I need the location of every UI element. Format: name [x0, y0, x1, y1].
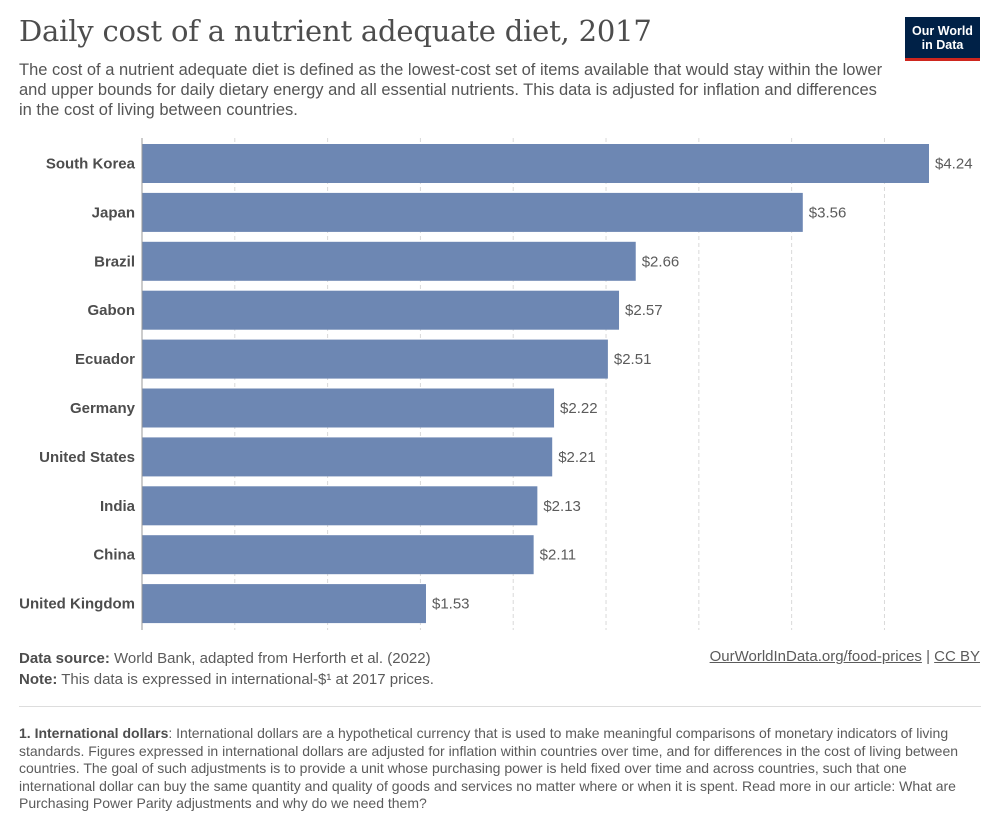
- value-label: $2.66: [642, 253, 680, 270]
- footnote-label: 1. International dollars: [19, 725, 169, 741]
- bar[interactable]: [142, 388, 555, 428]
- bar[interactable]: [142, 241, 636, 281]
- footnote: 1. International dollars: International …: [19, 725, 981, 813]
- category-label: United States: [39, 449, 135, 466]
- note-line: Note: This data is expressed in internat…: [19, 669, 434, 690]
- owid-logo[interactable]: Our World in Data: [905, 17, 980, 61]
- bar[interactable]: [142, 144, 929, 183]
- footnote-text: : International dollars are a hypothetic…: [19, 725, 959, 811]
- value-label: $2.22: [560, 400, 598, 417]
- category-label: United Kingdom: [19, 596, 135, 613]
- category-label: Gabon: [88, 302, 136, 319]
- value-label: $4.24: [935, 156, 973, 173]
- category-label: Japan: [92, 204, 135, 221]
- bar[interactable]: [142, 290, 620, 330]
- footnote-divider: [19, 706, 981, 707]
- category-label: India: [100, 498, 136, 515]
- note-label: Note:: [19, 671, 58, 688]
- category-label: Ecuador: [75, 351, 135, 368]
- source-link[interactable]: OurWorldInData.org/food-prices: [709, 648, 922, 665]
- link-separator: |: [921, 648, 935, 665]
- value-label: $2.11: [540, 547, 576, 564]
- bar-chart: South Korea $4.24 Japan $3.56 Brazil $2.66 Gab…: [19, 138, 973, 630]
- value-label: $2.57: [625, 302, 663, 319]
- note-text: This data is expressed in international-…: [57, 671, 434, 688]
- value-label: $2.13: [543, 498, 581, 515]
- logo-line-1: Our World: [912, 24, 973, 38]
- value-label: $2.21: [558, 449, 596, 466]
- chart-title: Daily cost of a nutrient adequate diet, …: [19, 14, 652, 48]
- value-label: $3.56: [809, 204, 847, 221]
- license-link[interactable]: CC BY: [934, 648, 980, 665]
- logo-line-2: in Data: [921, 38, 964, 52]
- chart-footer-links: OurWorldInData.org/food-prices | CC BY: [710, 648, 980, 665]
- value-label: $2.51: [614, 351, 652, 368]
- value-label: $1.53: [432, 596, 470, 613]
- category-label: Brazil: [94, 253, 135, 270]
- bar[interactable]: [142, 192, 803, 232]
- data-source-text: World Bank, adapted from Herforth et al.…: [109, 650, 431, 667]
- data-source-line: Data source: World Bank, adapted from He…: [19, 648, 434, 669]
- category-label: South Korea: [46, 156, 136, 173]
- data-source-label: Data source:: [19, 650, 110, 667]
- category-label: Germany: [70, 400, 136, 417]
- chart-footer-sources: Data source: World Bank, adapted from He…: [19, 648, 434, 690]
- bar[interactable]: [142, 535, 534, 575]
- bar[interactable]: [142, 486, 538, 526]
- bar[interactable]: [142, 584, 426, 624]
- bar[interactable]: [142, 339, 608, 379]
- category-label: China: [93, 547, 135, 564]
- chart-subtitle: The cost of a nutrient adequate diet is …: [19, 61, 883, 119]
- bar[interactable]: [142, 437, 553, 477]
